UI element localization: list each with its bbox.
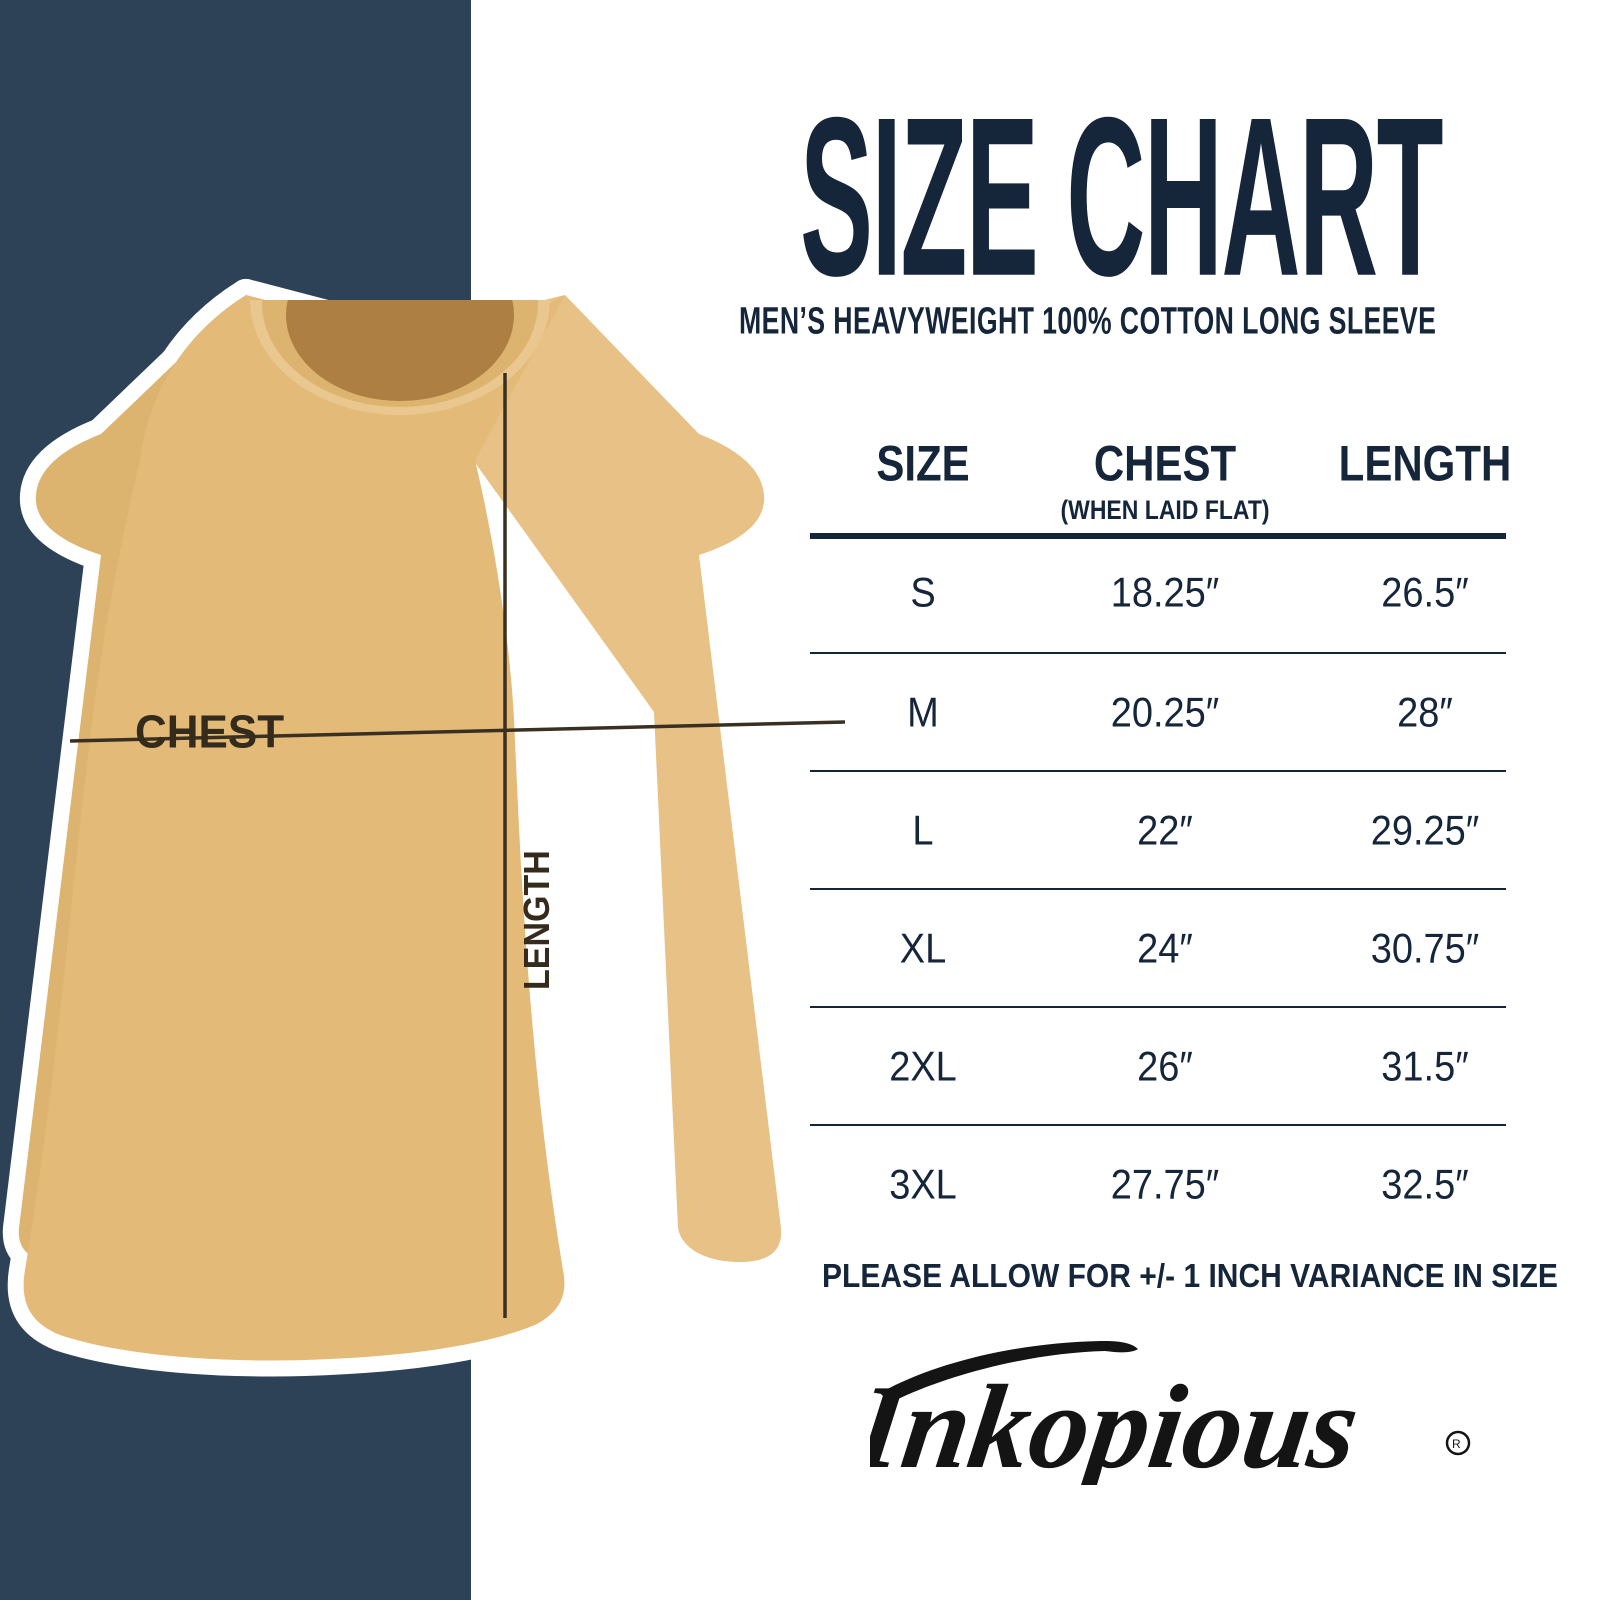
svg-text:LENGTH: LENGTH — [517, 850, 557, 990]
svg-text:CHEST: CHEST — [135, 706, 285, 758]
